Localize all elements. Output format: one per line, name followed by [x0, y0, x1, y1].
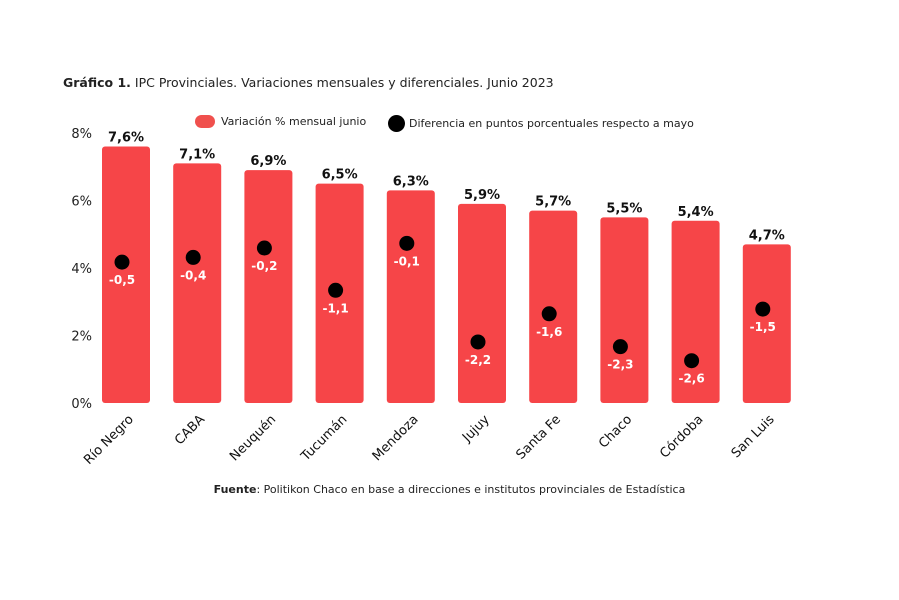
source-prefix: Fuente — [213, 483, 257, 496]
bar-value-label: 7,6% — [108, 131, 144, 146]
chart-source: Fuente: Politikon Chaco en base a direcc… — [0, 483, 899, 496]
legend-swatch-dot — [388, 115, 405, 132]
dot — [256, 240, 272, 256]
dot-value-label: -1,5 — [750, 320, 776, 334]
dot — [399, 235, 415, 251]
dot — [541, 306, 557, 322]
bar-value-label: 5,9% — [464, 188, 500, 203]
legend-label: Diferencia en puntos porcentuales respec… — [409, 117, 694, 130]
legend-item-bars: Variación % mensual junio — [195, 115, 366, 128]
bar — [529, 210, 578, 403]
legend-label: Variación % mensual junio — [221, 115, 367, 128]
y-tick-label: 8% — [71, 127, 92, 142]
bar — [102, 146, 150, 403]
dot — [470, 334, 486, 350]
x-tick-label: San Luis — [729, 412, 778, 461]
y-tick-label: 2% — [71, 330, 92, 345]
chart-title: Gráfico 1. IPC Provinciales. Variaciones… — [63, 75, 554, 90]
bar — [671, 220, 720, 403]
dot-value-label: -0,4 — [180, 268, 206, 282]
dot-value-label: -2,3 — [607, 358, 633, 372]
dot — [684, 353, 700, 369]
bar — [458, 203, 506, 403]
dot-value-label: -1,6 — [536, 325, 562, 339]
x-tick-label: Mendoza — [370, 412, 422, 464]
dot-value-label: -0,1 — [394, 254, 420, 268]
bar-value-label: 6,5% — [322, 168, 358, 183]
bar — [173, 163, 222, 403]
legend-item-dots: Diferencia en puntos porcentuales respec… — [388, 115, 694, 132]
x-tick-label: CABA — [172, 412, 208, 448]
x-tick-label: Santa Fe — [514, 412, 565, 463]
bar — [742, 244, 791, 403]
bar-value-label: 4,7% — [749, 228, 785, 243]
dot — [328, 282, 344, 298]
y-tick-label: 4% — [71, 262, 92, 277]
dot-value-label: -0,2 — [251, 259, 277, 273]
title-prefix: Gráfico 1. — [63, 75, 131, 90]
dot — [755, 301, 771, 317]
bar-value-label: 5,4% — [678, 205, 714, 220]
dot — [185, 249, 201, 265]
bar-value-label: 6,3% — [393, 174, 429, 189]
y-tick-label: 0% — [71, 397, 92, 412]
source-text: : Politikon Chaco en base a direcciones … — [256, 483, 686, 496]
dot-value-label: -2,6 — [678, 372, 704, 386]
x-tick-label: Chaco — [596, 412, 635, 451]
x-tick-label: Tucumán — [298, 412, 351, 465]
bar — [600, 217, 649, 403]
x-tick-label: Río Negro — [81, 412, 137, 468]
dot — [114, 254, 130, 270]
dot — [612, 339, 628, 355]
dot-value-label: -2,2 — [465, 353, 491, 367]
bar — [386, 190, 435, 403]
dot-value-label: -1,1 — [322, 301, 348, 315]
x-tick-label: Neuquén — [227, 412, 279, 464]
bar-value-label: 5,7% — [535, 195, 571, 210]
bar — [244, 170, 293, 403]
bar-value-label: 5,5% — [606, 201, 642, 216]
legend-swatch-bar — [195, 115, 215, 128]
x-tick-label: Jujuy — [459, 412, 493, 446]
bar-value-label: 6,9% — [250, 154, 286, 169]
y-tick-label: 6% — [71, 195, 92, 210]
dot-value-label: -0,5 — [109, 273, 135, 287]
title-text: IPC Provinciales. Variaciones mensuales … — [130, 75, 554, 90]
x-tick-label: Córdoba — [657, 412, 706, 461]
bar-value-label: 7,1% — [179, 147, 215, 162]
